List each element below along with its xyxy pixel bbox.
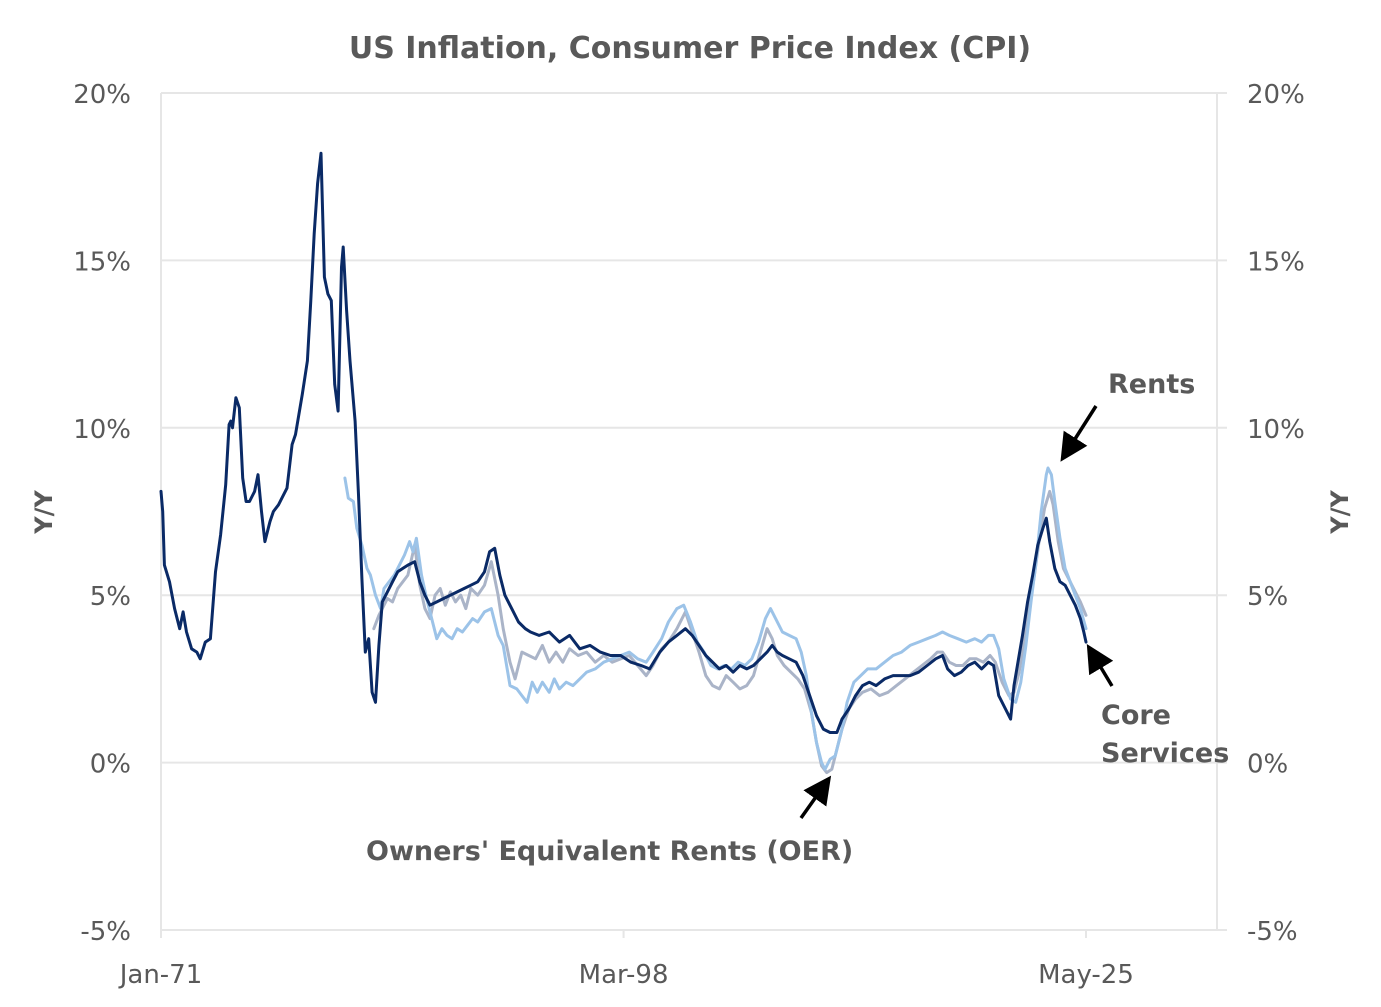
gridlines <box>160 92 1227 938</box>
series-line-core-services <box>159 151 1088 734</box>
right-y-tick-label: 15% <box>1247 247 1305 277</box>
annotation-core-arrow <box>1086 643 1114 687</box>
series-line-rents <box>343 466 1088 771</box>
series-lines <box>159 151 1088 775</box>
right-y-tick-label: 0% <box>1247 750 1288 780</box>
right-y-tick-label: 10% <box>1247 415 1305 445</box>
right-y-axis-title: Y/Y <box>1326 490 1354 535</box>
annotation-rents-arrow <box>1060 405 1098 462</box>
right-y-tick-label: 20% <box>1247 80 1305 110</box>
left-y-tick-label: 0% <box>90 750 131 780</box>
x-tick-label: Mar-98 <box>579 960 669 990</box>
left-y-axis: 20% 15% 10% 5% 0% -5% <box>73 80 131 947</box>
annotation-oer-label: Owners' Equivalent Rents (OER) <box>366 836 853 867</box>
x-tick-label: May-25 <box>1038 960 1134 990</box>
left-y-tick-label: -5% <box>80 917 131 947</box>
annotation-oer-arrow <box>799 775 832 820</box>
annotations: Rents Core Services Owners' Equivalent R… <box>366 369 1229 867</box>
right-y-tick-label: -5% <box>1247 917 1298 947</box>
left-y-tick-label: 5% <box>90 582 131 612</box>
left-y-tick-label: 20% <box>73 80 131 110</box>
left-y-tick-label: 10% <box>73 415 131 445</box>
x-axis: Jan-71 Mar-98 May-25 <box>118 930 1134 990</box>
right-y-axis: 20% 15% 10% 5% 0% -5% <box>1247 80 1305 947</box>
annotation-core-label-line2: Services <box>1101 738 1229 769</box>
right-y-tick-label: 5% <box>1247 582 1288 612</box>
chart-title: US Inflation, Consumer Price Index (CPI) <box>349 31 1031 66</box>
left-y-tick-label: 15% <box>73 247 131 277</box>
series-line-owners-equivalent-rents-oer <box>372 489 1088 775</box>
annotation-rents-label: Rents <box>1108 369 1195 400</box>
left-y-axis-title: Y/Y <box>30 490 58 535</box>
annotation-core-label-line1: Core <box>1101 700 1171 731</box>
x-tick-label: Jan-71 <box>118 960 203 990</box>
